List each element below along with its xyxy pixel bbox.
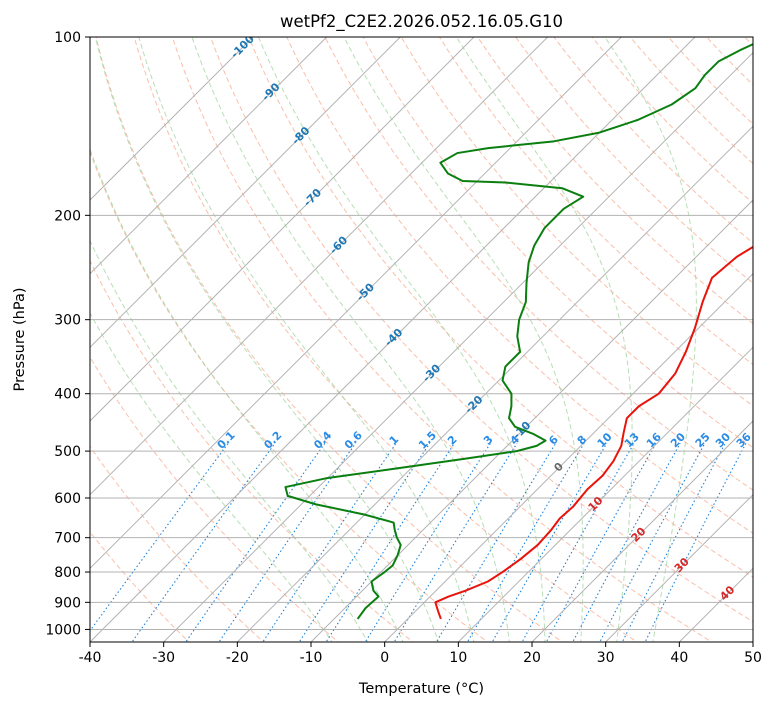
y-axis-title: Pressure (hPa) (12, 287, 28, 391)
isotherm-line (384, 272, 753, 642)
x-tick-label: 10 (449, 650, 467, 666)
mixing-ratio-line (435, 442, 557, 642)
moist-adiabat (94, 37, 439, 642)
dry-adiabat (324, 37, 753, 491)
mixing-ratio-line (185, 442, 326, 642)
mixing-ratio-line (393, 442, 518, 642)
plot-frame (89, 36, 754, 643)
isotherm-line (531, 420, 753, 642)
isotherm-line (310, 199, 753, 642)
x-axis-title: Temperature (°C) (358, 681, 484, 697)
x-tick-label: 20 (523, 650, 541, 666)
dry-adiabat (90, 150, 489, 642)
dry-adiabat (286, 37, 753, 534)
y-tick-label: 100 (54, 30, 81, 46)
y-tick-label: 200 (54, 208, 81, 224)
x-tick-label: -10 (300, 650, 323, 666)
isotherm-line (90, 37, 328, 275)
x-tick-label: 50 (744, 650, 762, 666)
x-tick-label: -40 (79, 650, 102, 666)
mixing-ratio-line (364, 442, 491, 642)
x-tick-label: 0 (380, 650, 389, 666)
plot-area (90, 37, 753, 642)
axes: -40 -30 -20 -10 0 10 20 30 40 50 100 200 300 400 500 60… (45, 30, 762, 666)
sounding-traces (284, 43, 753, 620)
temperature-trace (434, 245, 753, 620)
x-tick-label: 40 (670, 650, 688, 666)
y-tick-label: 500 (54, 444, 81, 460)
grid-lines (90, 37, 753, 642)
y-tick-label: 700 (54, 531, 81, 547)
x-tick-label: -20 (226, 650, 249, 666)
y-tick-label: 900 (54, 595, 81, 611)
y-tick-label: 400 (54, 387, 81, 403)
y-tick-label: 600 (54, 491, 81, 507)
mixing-ratio-line (545, 442, 657, 642)
isotherm-line (90, 37, 622, 570)
isotherm-line (236, 125, 753, 642)
dry-adiabat (171, 37, 713, 642)
mixing-ratio-line (218, 442, 357, 642)
x-tick-label: -30 (152, 650, 175, 666)
isotherm-line (90, 37, 549, 496)
isotherm-line (605, 493, 753, 642)
isotherm-line (90, 37, 401, 349)
mixing-ratio-line (262, 442, 397, 642)
isotherm-line (163, 51, 753, 642)
mixing-ratio-line (521, 442, 635, 642)
dry-adiabat (248, 37, 753, 578)
isotherm-line (457, 346, 753, 642)
moist-adiabat (90, 147, 404, 642)
dry-adiabat (438, 37, 753, 366)
dry-adiabat (362, 37, 753, 449)
isotherm-line (90, 37, 254, 201)
mixing-ratio-line (90, 442, 229, 632)
y-tick-label: 1000 (45, 622, 81, 638)
mixing-ratio-line (325, 442, 455, 642)
mixing-ratio-line (572, 443, 681, 642)
isotherm-line (90, 37, 696, 642)
mixing-ratio-line (298, 442, 431, 642)
isotherm-line (90, 37, 475, 422)
chart-title: wetPf2_C2E2.2026.052.16.05.G10 (280, 12, 563, 32)
mixing-ratio-line (644, 443, 747, 642)
dewpoint-trace (284, 43, 753, 620)
x-tick-label: 30 (597, 650, 615, 666)
y-tick-label: 300 (54, 313, 81, 329)
y-tick-label: 800 (54, 565, 81, 581)
